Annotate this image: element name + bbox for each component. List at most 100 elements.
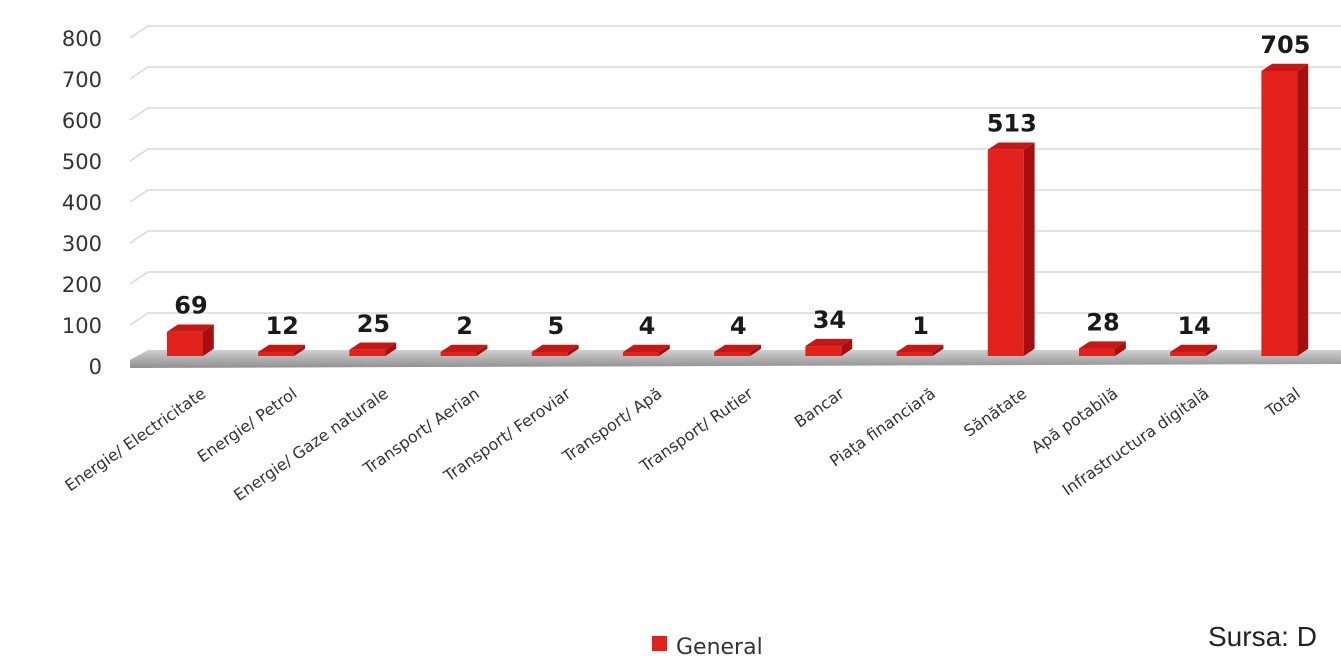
y-tick-label: 200 bbox=[62, 273, 102, 297]
bar-side bbox=[385, 342, 397, 356]
bar bbox=[258, 344, 305, 356]
gridlines bbox=[129, 25, 1341, 326]
bar bbox=[987, 142, 1035, 356]
bar bbox=[1261, 63, 1309, 356]
bar-side bbox=[567, 344, 579, 356]
data-label: 4 bbox=[639, 312, 656, 340]
bar-top bbox=[531, 344, 579, 352]
bar-side bbox=[932, 344, 944, 356]
chart-floor bbox=[130, 350, 1341, 368]
y-tick-label: 500 bbox=[62, 150, 102, 174]
bar-top bbox=[623, 344, 670, 352]
bar-side bbox=[750, 344, 761, 356]
data-label: 513 bbox=[987, 110, 1037, 138]
data-label: 34 bbox=[813, 306, 846, 334]
y-tick-label: 0 bbox=[89, 355, 102, 379]
gridline bbox=[129, 25, 1341, 39]
bar-front bbox=[714, 352, 751, 356]
data-label: 69 bbox=[174, 292, 207, 320]
category-label: Total bbox=[1261, 384, 1303, 422]
bars bbox=[167, 63, 1309, 356]
y-axis-ticks: 0 100 200 300 400 500 600 700 800 bbox=[62, 27, 102, 379]
bar-side bbox=[1206, 344, 1217, 356]
category-label: Energie/ Electricitate bbox=[61, 384, 209, 495]
gridline bbox=[129, 148, 1341, 162]
gridline bbox=[129, 107, 1341, 121]
bar-side bbox=[294, 344, 305, 356]
bar bbox=[805, 338, 853, 356]
bar bbox=[1079, 341, 1126, 356]
data-label: 14 bbox=[1177, 312, 1210, 340]
data-label: 705 bbox=[1260, 31, 1310, 59]
bar-side bbox=[659, 344, 670, 356]
y-tick-label: 700 bbox=[62, 68, 102, 92]
gridline bbox=[129, 271, 1341, 285]
legend-swatch bbox=[652, 636, 667, 651]
bar-side bbox=[203, 324, 214, 356]
bar-front bbox=[349, 349, 386, 356]
source-note: Sursa: D bbox=[1208, 621, 1317, 652]
bar-front bbox=[896, 352, 933, 356]
bar bbox=[167, 324, 214, 356]
legend: General bbox=[652, 635, 763, 659]
bar-top bbox=[1079, 341, 1126, 349]
bar-front bbox=[258, 352, 295, 356]
bar-top bbox=[258, 344, 305, 352]
bar-side bbox=[1023, 142, 1035, 356]
gridline bbox=[129, 189, 1341, 203]
bar-top bbox=[349, 342, 397, 350]
data-label: 25 bbox=[357, 310, 390, 338]
bar-side bbox=[841, 338, 853, 356]
data-label: 2 bbox=[456, 312, 473, 340]
bar-top bbox=[167, 324, 214, 332]
y-tick-label: 100 bbox=[62, 314, 102, 338]
category-label: Sănătate bbox=[960, 384, 1030, 441]
bar bbox=[623, 344, 670, 356]
bar bbox=[714, 344, 761, 356]
gridline bbox=[129, 230, 1341, 244]
gridline bbox=[129, 66, 1341, 80]
bar-front bbox=[1170, 352, 1207, 356]
y-tick-label: 400 bbox=[62, 191, 102, 215]
bar-side bbox=[1115, 341, 1126, 356]
bar-side bbox=[1297, 63, 1309, 356]
category-label: Energie/ Gaze naturale bbox=[230, 384, 392, 505]
data-label: 4 bbox=[730, 312, 747, 340]
bar bbox=[531, 344, 579, 356]
bar-front bbox=[440, 352, 477, 356]
bar-front bbox=[1261, 70, 1298, 356]
bar bbox=[349, 342, 397, 356]
category-label: Bancar bbox=[791, 383, 848, 431]
bar-front bbox=[1079, 348, 1115, 356]
bar-front bbox=[623, 352, 659, 356]
bar bbox=[440, 344, 488, 356]
bar-front bbox=[805, 346, 842, 356]
data-label: 1 bbox=[912, 312, 929, 340]
bar bbox=[1170, 344, 1217, 356]
bar-front bbox=[167, 331, 203, 356]
gridline bbox=[129, 312, 1341, 326]
bar-top bbox=[987, 142, 1035, 150]
category-label: Apă potabilă bbox=[1028, 384, 1122, 457]
category-label: Infrastructura digitală bbox=[1059, 384, 1213, 500]
bar bbox=[896, 344, 944, 356]
data-label: 28 bbox=[1086, 309, 1119, 337]
bar-top bbox=[714, 344, 761, 352]
y-tick-label: 800 bbox=[62, 27, 102, 51]
bar-top bbox=[440, 344, 488, 352]
data-label: 12 bbox=[265, 312, 298, 340]
bar-side bbox=[476, 344, 488, 356]
bar-top bbox=[1261, 63, 1309, 71]
bar-top bbox=[1170, 344, 1217, 352]
y-tick-label: 600 bbox=[62, 109, 102, 133]
y-tick-label: 300 bbox=[62, 232, 102, 256]
bar-front bbox=[987, 149, 1024, 356]
bar-top bbox=[805, 338, 853, 347]
bar-top bbox=[896, 344, 944, 352]
bar-front bbox=[531, 352, 568, 356]
data-label: 5 bbox=[547, 312, 564, 340]
legend-label: General bbox=[676, 635, 763, 659]
